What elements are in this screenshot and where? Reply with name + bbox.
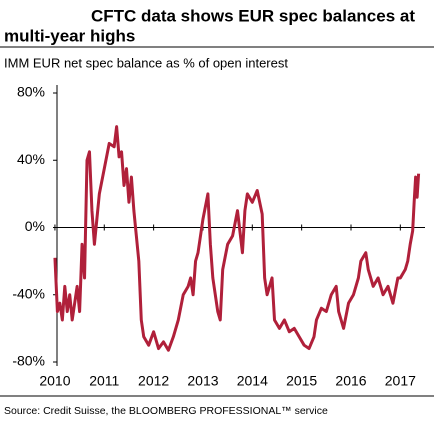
x-tick-label: 2014 [237, 373, 268, 389]
x-tick-label: 2011 [89, 373, 119, 389]
x-tick-label: 2017 [385, 373, 416, 389]
y-tick-label: -40% [12, 285, 45, 301]
x-tick-label: 2013 [187, 373, 218, 389]
y-tick-label: 80% [17, 84, 45, 100]
chart-title: CFTC data shows EUR spec balances at [91, 6, 415, 25]
y-tick-label: 0% [25, 218, 45, 234]
source: Source: Credit Suisse, the BLOOMBERG PRO… [4, 405, 328, 417]
data-line [53, 125, 421, 352]
x-tick-label: 2010 [39, 373, 70, 389]
chart-title: multi-year highs [4, 26, 135, 45]
x-tick-label: 2016 [335, 373, 366, 389]
x-tick-label: 2012 [138, 373, 169, 389]
x-tick-label: 2015 [286, 373, 317, 389]
y-tick-label: -80% [12, 353, 45, 369]
y-tick-label: 40% [17, 151, 45, 167]
chart-subtitle: IMM EUR net spec balance as % of open in… [4, 55, 288, 70]
